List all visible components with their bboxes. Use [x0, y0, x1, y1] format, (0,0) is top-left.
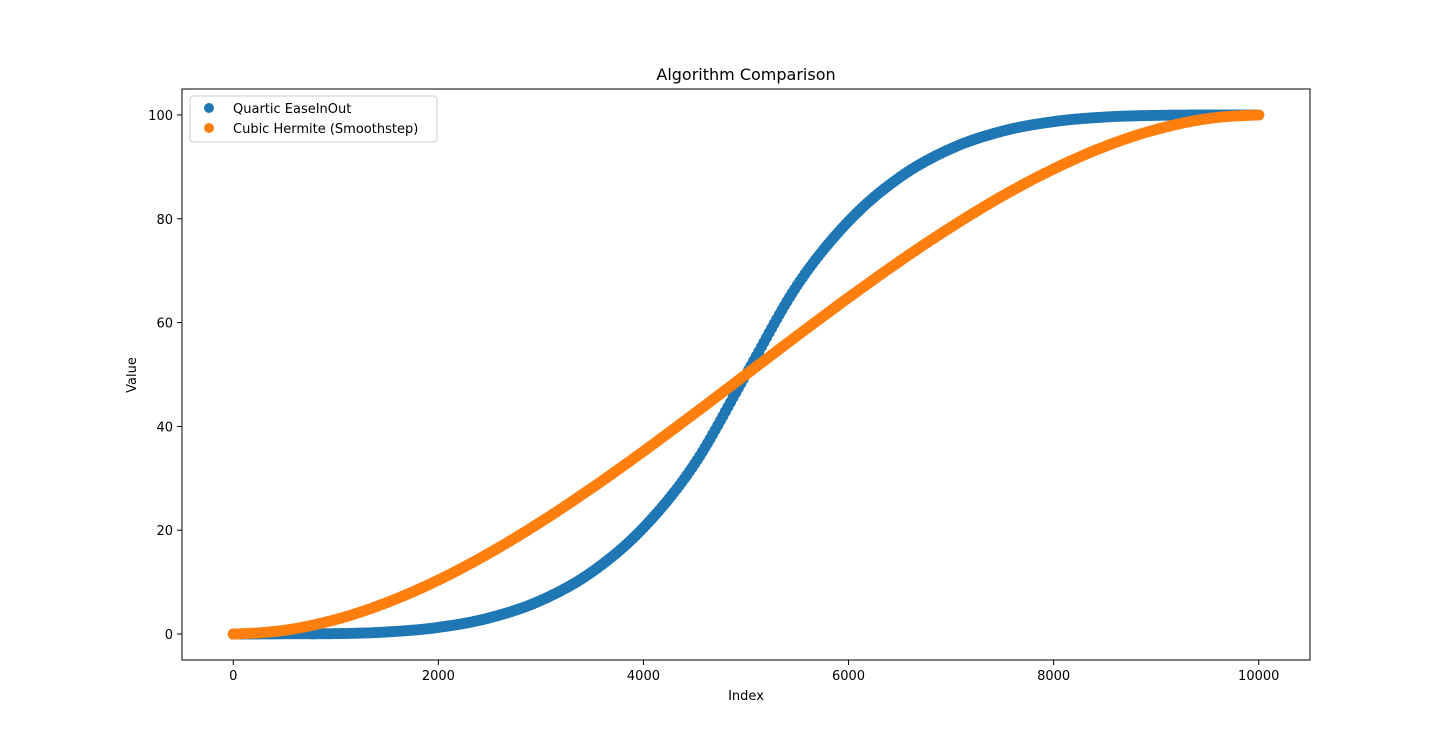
y-tick-label: 0: [165, 628, 173, 643]
x-tick-label: 10000: [1238, 669, 1279, 684]
x-axis-ticks: 0 2000 4000 6000 8000 10000: [229, 660, 1279, 684]
y-tick-label: 20: [156, 524, 173, 539]
x-tick-label: 4000: [627, 669, 660, 684]
x-tick-label: 8000: [1037, 669, 1070, 684]
x-axis-label: Index: [728, 689, 764, 704]
y-axis-label: Value: [125, 357, 140, 393]
y-tick-label: 60: [156, 317, 173, 332]
legend-marker-quartic: [204, 103, 214, 113]
y-tick-label: 100: [148, 109, 173, 124]
plot-frame: [181, 88, 1311, 661]
data-point: [1253, 109, 1265, 121]
x-tick-label: 2000: [422, 669, 455, 684]
y-tick-label: 80: [156, 213, 173, 228]
legend-marker-smoothstep: [204, 123, 214, 133]
legend-label-quartic: Quartic EaseInOut: [233, 102, 351, 117]
legend-box: [189, 95, 438, 143]
y-tick-label: 40: [156, 420, 173, 435]
y-axis-ticks: 0 20 40 60 80 100: [148, 109, 182, 643]
series-1-points: [227, 109, 1265, 640]
points-layer: [227, 109, 1265, 640]
chart-title: Algorithm Comparison: [656, 65, 835, 84]
legend: Quartic EaseInOut Cubic Hermite (Smooths…: [189, 95, 438, 143]
x-tick-label: 6000: [832, 669, 865, 684]
x-tick-label: 0: [229, 669, 237, 684]
legend-label-smoothstep: Cubic Hermite (Smoothstep): [233, 122, 418, 137]
